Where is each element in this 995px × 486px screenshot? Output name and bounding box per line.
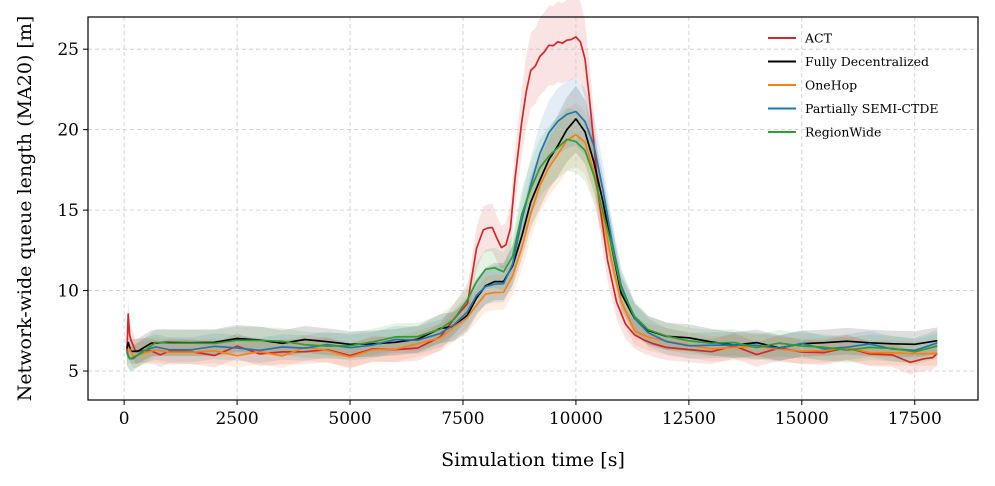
legend-label: OneHop (805, 78, 857, 93)
x-tick-label: 15000 (775, 409, 829, 429)
y-tick-label: 20 (57, 121, 79, 141)
y-axis-label: Network-wide queue length (MA20) [m] (14, 16, 36, 402)
plot-frame (87, 16, 979, 401)
band-regionwide (126, 107, 938, 372)
x-tick-label: 12500 (662, 409, 716, 429)
x-tick-label: 17500 (888, 409, 942, 429)
series-line-fully-decentralized (126, 118, 938, 353)
y-axis-ticks: 5 10 15 20 25 (57, 40, 88, 382)
y-tick-label: 10 (57, 282, 79, 302)
series-line-partially-semi-ctde (126, 110, 938, 360)
legend-label: ACT (804, 31, 833, 46)
series-line-onehop (126, 133, 938, 358)
legend-label: Fully Decentralized (805, 54, 929, 69)
x-tick-label: 10000 (549, 409, 603, 429)
series-line-act (126, 36, 938, 364)
y-tick-label: 15 (57, 201, 79, 221)
x-tick-label: 2500 (215, 409, 258, 429)
legend-label: RegionWide (805, 125, 881, 140)
grid-lines (88, 17, 978, 400)
band-act (126, 0, 938, 375)
legend-label: Partially SEMI-CTDE (805, 101, 938, 116)
y-tick-label: 5 (68, 362, 79, 382)
x-axis-ticks: 0 2500 5000 7500 10000 12500 15000 17500 (119, 400, 942, 429)
y-tick-label: 25 (57, 40, 79, 60)
x-axis-label: Simulation time [s] (441, 449, 625, 471)
x-tick-label: 5000 (328, 409, 371, 429)
legend: ACT Fully Decentralized OneHop Partially SE… (768, 31, 938, 140)
x-tick-label: 7500 (441, 409, 484, 429)
band-fully-decentralized (126, 85, 938, 364)
series-lines (126, 36, 938, 364)
x-tick-label: 0 (119, 409, 130, 429)
series-line-regionwide (126, 138, 938, 360)
